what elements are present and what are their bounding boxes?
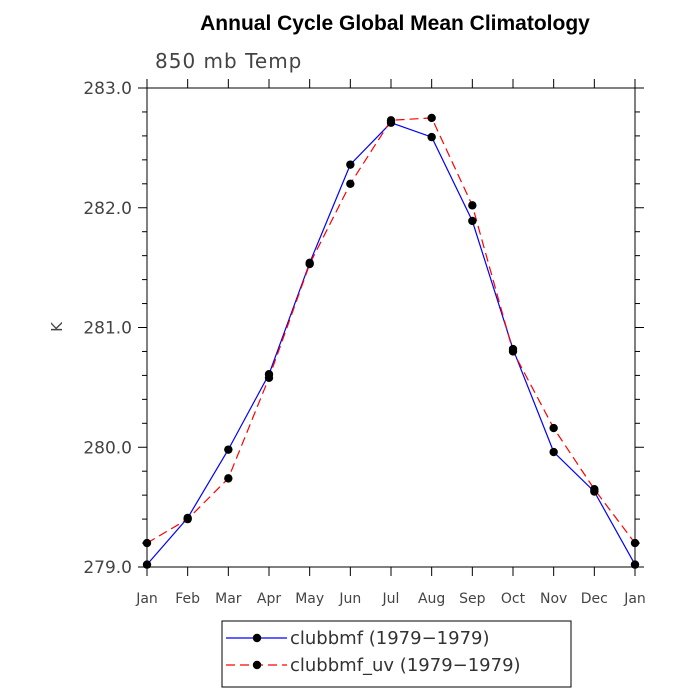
y-axis-label: K [48, 321, 66, 332]
legend: clubbmf (1979−1979) clubbmf_uv (1979−1979… [221, 620, 572, 688]
data-point-1 [264, 373, 274, 382]
legend-marker-1 [252, 660, 262, 670]
y-tick-label: 282.0 [83, 199, 132, 219]
data-point-1 [346, 179, 355, 188]
plot-frame [146, 87, 636, 568]
data-point-0 [549, 447, 558, 457]
data-point-0 [346, 160, 355, 169]
data-point-1 [590, 484, 599, 494]
legend-label-0: clubbmf (1979−1979) [290, 628, 490, 649]
y-tick-label: 279.0 [83, 558, 132, 578]
data-point-1 [468, 201, 477, 210]
y-tick-label: 280.0 [83, 438, 132, 458]
data-point-0 [142, 560, 152, 569]
data-point-0 [468, 216, 477, 226]
data-point-0 [630, 560, 640, 569]
x-tick-label: May [295, 591, 324, 607]
data-point-0 [427, 132, 436, 142]
x-tick-label: Jun [338, 591, 361, 607]
y-tick-label: 283.0 [83, 79, 132, 99]
x-tick-label: Dec [581, 591, 608, 607]
legend-label-1: clubbmf_uv (1979−1979) [290, 655, 521, 676]
series-line-0 [146, 122, 636, 565]
x-tick-label: Sep [459, 591, 486, 607]
x-axis: Jan Feb Mar Apr May Jun Jul Aug Sep Oct Nov Dec Jan [135, 79, 646, 607]
x-tick-label: Jan [135, 591, 158, 607]
data-point-1 [305, 259, 314, 269]
data-point-1 [386, 116, 396, 125]
x-tick-label: Feb [175, 591, 200, 607]
series-group [142, 113, 640, 569]
data-point-1 [183, 514, 192, 524]
y-tick-label: 281.0 [83, 319, 132, 339]
x-tick-label: Nov [540, 591, 567, 607]
data-point-1 [508, 347, 518, 356]
chart-title: Annual Cycle Global Mean Climatology [200, 12, 590, 35]
series-line-1 [146, 117, 636, 544]
x-tick-label: Apr [257, 591, 281, 607]
legend-box [221, 620, 572, 688]
x-tick-label: Oct [501, 591, 526, 607]
x-tick-label: Jul [382, 591, 400, 607]
legend-marker-0 [252, 633, 262, 643]
y-axis: 279.0 280.0 281.0 282.0 283.0 [83, 79, 644, 578]
data-point-1 [142, 538, 152, 548]
data-point-1 [224, 474, 233, 483]
x-tick-label: Mar [215, 591, 242, 607]
x-tick-label: Aug [418, 591, 445, 607]
data-point-1 [630, 538, 640, 548]
data-point-1 [549, 423, 558, 433]
data-point-0 [224, 445, 233, 454]
data-point-1 [427, 113, 436, 123]
chart-subtitle: 850 mb Temp [155, 49, 302, 73]
x-tick-label: Jan [623, 591, 646, 607]
